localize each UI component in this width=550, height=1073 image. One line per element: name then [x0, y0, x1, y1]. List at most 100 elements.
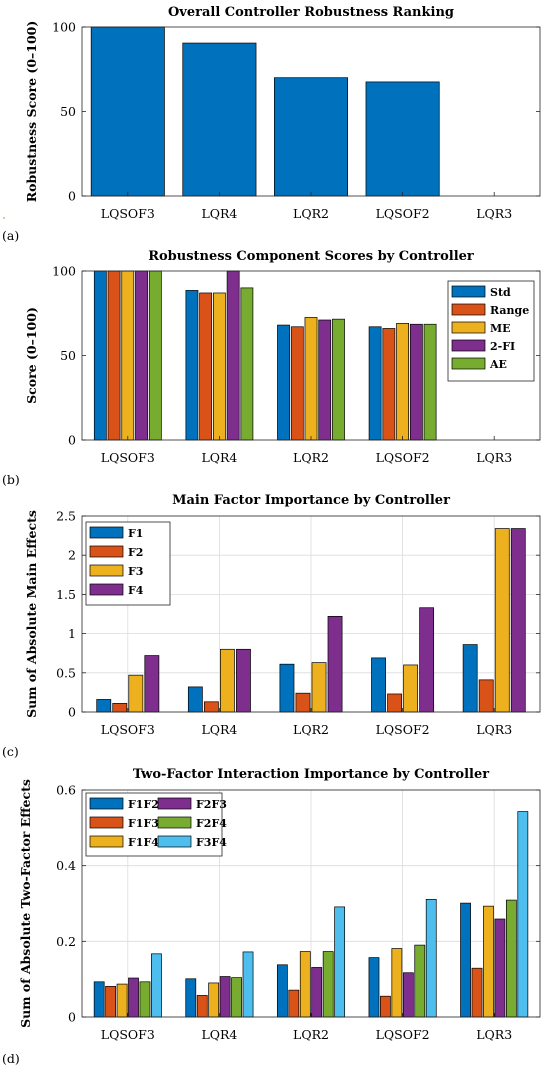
bar-std-lqr2	[277, 324, 290, 441]
bar-f1-lqr3	[462, 644, 478, 713]
bar-f1f2-lqsof3	[93, 981, 105, 1018]
legend-swatch-f2	[89, 545, 124, 558]
bar-ae-lqr4	[240, 287, 254, 441]
bar-ae-lqsof2	[423, 323, 437, 441]
bar-score-lqr4	[182, 42, 257, 197]
bar-f1-lqr4	[187, 686, 203, 713]
legend-swatch-f4	[89, 583, 124, 596]
bar-f3f4-lqsof3	[151, 953, 162, 1018]
bar-f2f4-lqr4	[231, 977, 242, 1018]
legend-swatch-me	[451, 321, 486, 334]
y-tick-label: 0	[68, 705, 76, 720]
bar-f1f3-lqsof2	[380, 995, 391, 1018]
bar-2-fi-lqsof3	[135, 270, 148, 441]
bar-f1-lqsof2	[371, 657, 386, 713]
bar-f2f3-lqsof3	[128, 977, 139, 1018]
bar-range-lqr4	[199, 292, 213, 441]
bar-std-lqsof2	[368, 326, 382, 441]
x-tick-label-lqsof3: LQSOF3	[101, 206, 155, 221]
x-tick-label-lqsof3: LQSOF3	[101, 722, 155, 737]
bar-f1f2-lqr4	[185, 978, 197, 1018]
bar-f2f4-lqr3	[505, 899, 517, 1018]
bar-f2f4-lqr2	[322, 951, 334, 1018]
y-tick-label: 100	[52, 20, 76, 35]
y-axis-label: Sum of Absolute Two-Factor Effects	[18, 779, 33, 1028]
legend-swatch-f2f4	[157, 816, 192, 829]
bar-f1f3-lqr2	[288, 989, 300, 1018]
legend: F1F2 F1F3 F1F4 F2F3 F2F4 F3F4	[85, 792, 227, 857]
bar-f1-lqr2	[279, 663, 295, 713]
legend-label-f3f4: F3F4	[196, 836, 227, 849]
bar-f2-lqr2	[295, 692, 311, 713]
bar-score-lqr2	[274, 77, 348, 197]
bar-f2f3-lqr2	[311, 967, 323, 1018]
x-tick-label-lqr4: LQR4	[201, 1027, 237, 1042]
y-tick-label: 0.6	[56, 783, 76, 798]
legend-swatch-f1f4	[89, 835, 124, 848]
bar-me-lqsof3	[121, 270, 135, 441]
legend-swatch-f1	[89, 526, 124, 539]
bar-f1f3-lqr3	[471, 967, 483, 1018]
legend-swatch-range	[451, 303, 486, 316]
bar-me-lqr2	[304, 317, 318, 441]
legend-label-me: ME	[490, 322, 511, 335]
bar-std-lqr4	[185, 290, 199, 441]
y-tick-label: 0	[68, 1010, 76, 1025]
chart-title: Two-Factor Interaction Importance by Con…	[133, 767, 489, 782]
bar-f1f2-lqr2	[276, 964, 288, 1018]
bar-f4-lqr2	[327, 616, 343, 713]
legend-label-f3: F3	[128, 565, 143, 578]
panel-label: (a)	[2, 228, 19, 243]
bar-f1f4-lqr4	[208, 982, 220, 1018]
bar-f2-lqsof3	[112, 703, 128, 713]
bar-f3-lqsof2	[403, 664, 419, 713]
bar-f3-lqr3	[494, 528, 510, 713]
panel-label: (b)	[2, 472, 20, 487]
legend-label-std: Std	[490, 286, 511, 299]
bar-f2f4-lqsof2	[414, 944, 426, 1018]
legend-label-f1f2: F1F2	[128, 798, 159, 811]
bar-f2f4-lqsof3	[139, 981, 151, 1018]
panel-3: 0 0.5 1 1.5 2 2.5 LQSOF3 LQR4 LQR2 LQSOF2 LQR3 Main…	[2, 493, 541, 759]
x-tick-label-lqsof2: LQSOF2	[376, 450, 430, 465]
x-tick-label-lqsof2: LQSOF2	[376, 206, 430, 221]
y-tick-label: 2.5	[56, 509, 76, 524]
bar-f2-lqsof2	[387, 693, 402, 713]
bar-f4-lqsof2	[419, 607, 435, 713]
x-tick-label-lqr3: LQR3	[476, 450, 512, 465]
chart-title: Robustness Component Scores by Controlle…	[148, 249, 474, 264]
bar-f1-lqsof3	[96, 699, 112, 713]
panel-4: 0 0.2 0.4 0.6 LQSOF3 LQR4 LQR2 LQSOF2 LQR3 Two-Fa…	[2, 767, 541, 1066]
legend-label-f2f3: F2F3	[196, 798, 227, 811]
y-tick-label: 0	[68, 189, 76, 204]
legend-swatch-f3	[89, 564, 124, 577]
bar-f3f4-lqsof2	[425, 898, 437, 1018]
x-tick-label-lqr2: LQR2	[293, 1027, 329, 1042]
x-tick-label-lqr3: LQR3	[476, 722, 512, 737]
legend: Std Range ME 2-FI AE	[447, 280, 535, 382]
y-tick-label: 50	[60, 348, 76, 363]
panel-label: (c)	[2, 744, 19, 759]
bar-score-lqsof2	[365, 81, 440, 197]
x-tick-label-lqr2: LQR2	[293, 450, 329, 465]
legend: F1 F2 F3 F4	[85, 521, 171, 606]
bar-f1f3-lqr4	[196, 995, 208, 1018]
bar-std-lqsof3	[93, 270, 107, 441]
chart-title: Overall Controller Robustness Ranking	[168, 5, 454, 20]
bar-f1f3-lqsof3	[105, 986, 117, 1018]
x-tick-label-lqr4: LQR4	[201, 450, 237, 465]
y-tick-label: 50	[60, 104, 76, 119]
y-tick-label: 0	[68, 433, 76, 448]
stray-dot	[3, 217, 5, 219]
legend-swatch-2-fi	[451, 339, 486, 352]
y-tick-label: 100	[52, 264, 76, 279]
bar-ae-lqsof3	[148, 270, 162, 441]
bar-f2f3-lqr4	[219, 976, 231, 1018]
bar-me-lqr4	[213, 292, 226, 441]
legend-label-f1f3: F1F3	[128, 817, 159, 830]
x-tick-label-lqsof2: LQSOF2	[376, 1027, 430, 1042]
bar-ae-lqr2	[332, 318, 345, 441]
bar-2-fi-lqr4	[226, 270, 240, 441]
legend-swatch-f1f2	[89, 797, 124, 810]
